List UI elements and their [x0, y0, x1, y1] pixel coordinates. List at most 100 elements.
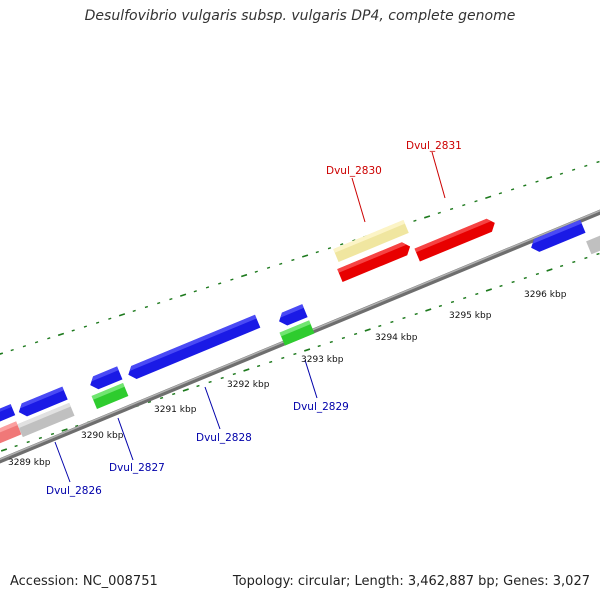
lower-tick — [208, 380, 212, 384]
lower-tick — [535, 272, 540, 276]
upper-tick — [34, 341, 39, 344]
upper-tick — [279, 262, 283, 266]
gene-label-dvul-2831[interactable]: Dvul_2831 — [406, 140, 462, 152]
scale-label-3293: 3293 kbp — [301, 355, 344, 365]
gene-block-right-reverse[interactable] — [528, 219, 586, 254]
lower-tick — [172, 392, 176, 396]
upper-tick — [546, 176, 553, 180]
lower-tick — [546, 268, 553, 272]
scale-label-3292: 3292 kbp — [227, 380, 270, 390]
lower-tick — [559, 264, 564, 268]
gene-block-left-edge[interactable] — [0, 404, 16, 426]
lower-tick — [281, 356, 285, 360]
lower-tick — [182, 388, 189, 392]
accession-text: Accession: NC_008751 — [10, 574, 158, 589]
lower-tick — [475, 292, 479, 296]
upper-tick — [169, 297, 173, 301]
leader-dvul-2827 — [117, 417, 134, 461]
gene-block-dvul-2830-pale[interactable] — [333, 219, 409, 263]
gene-label-dvul-2830[interactable]: Dvul_2830 — [326, 165, 382, 177]
lower-tick — [450, 300, 455, 304]
gene-label-leaders — [54, 151, 446, 483]
upper-tick — [535, 180, 539, 183]
gene-block-dvul-2827-rna[interactable] — [91, 383, 129, 409]
lower-tick — [220, 376, 224, 380]
gene-block-dvul-2826[interactable] — [16, 386, 68, 419]
lower-tick — [364, 328, 371, 332]
lower-tick — [523, 276, 527, 280]
upper-tick — [118, 313, 126, 317]
gene-block-dvul-2830[interactable] — [337, 240, 413, 283]
lower-tick — [14, 444, 18, 448]
upper-tick — [71, 329, 75, 332]
lower-tick — [353, 332, 358, 336]
gene-block-dvul-2829-reverse[interactable] — [276, 304, 308, 328]
lower-tick — [256, 364, 261, 368]
lower-tick — [196, 384, 200, 388]
upper-tick — [254, 270, 258, 273]
scale-label-3290: 3290 kbp — [81, 431, 124, 441]
upper-tick — [83, 325, 88, 328]
upper-tick — [301, 254, 309, 258]
gene-block-grey-2826[interactable] — [17, 402, 75, 438]
leader-dvul-2829 — [304, 359, 318, 399]
lower-tick — [293, 352, 297, 356]
gene-block-dvul-2828[interactable] — [126, 314, 261, 382]
upper-tick — [291, 258, 295, 262]
upper-tick — [340, 243, 344, 246]
lower-tick — [596, 252, 600, 256]
gene-label-dvul-2827[interactable]: Dvul_2827 — [109, 462, 165, 474]
upper-tick — [179, 293, 187, 297]
genome-summary-text: Topology: circular; Length: 3,462,887 bp… — [232, 574, 590, 589]
lower-tick — [61, 428, 68, 432]
lower-tick — [147, 400, 152, 404]
lower-tick — [159, 396, 164, 400]
gene-label-dvul-2829[interactable]: Dvul_2829 — [293, 401, 349, 413]
upper-tick — [584, 164, 588, 168]
upper-tick — [157, 301, 161, 305]
upper-tick — [437, 211, 441, 215]
scale-label-3291: 3291 kbp — [154, 405, 197, 415]
upper-tick — [95, 321, 100, 324]
upper-tick — [0, 352, 4, 356]
scale-labels: 3289 kbp 3290 kbp 3291 kbp 3292 kbp 3293… — [8, 290, 567, 468]
lower-tick — [329, 340, 333, 344]
gene-block-dvul-2829-rna[interactable] — [279, 320, 315, 346]
lower-tick — [463, 296, 467, 300]
upper-tick — [10, 348, 14, 352]
upper-tick — [193, 290, 197, 293]
gene-block-grey-right[interactable] — [586, 232, 600, 255]
lower-tick — [26, 440, 30, 444]
gene-block-dvul-2831[interactable] — [414, 216, 498, 262]
lower-tick — [438, 304, 443, 308]
gene-block-pink-left[interactable] — [0, 421, 22, 447]
upper-tick — [144, 305, 149, 309]
gene-features — [0, 216, 600, 447]
upper-tick — [132, 309, 136, 313]
upper-tick — [230, 278, 234, 281]
upper-tick — [571, 168, 576, 171]
gene-labels: Dvul_2826 Dvul_2827 Dvul_2828 Dvul_2829 … — [46, 140, 462, 497]
lower-tick — [317, 344, 321, 348]
lower-tick — [511, 280, 515, 284]
gene-label-dvul-2826[interactable]: Dvul_2826 — [46, 485, 102, 497]
gene-label-dvul-2828[interactable]: Dvul_2828 — [196, 432, 252, 444]
upper-tick — [205, 286, 210, 289]
gene-block-dvul-2827-reverse[interactable] — [88, 366, 123, 391]
upper-tick-track — [0, 160, 600, 356]
lower-tick — [0, 448, 8, 452]
upper-tick — [596, 160, 600, 164]
upper-tick — [218, 282, 222, 285]
upper-tick — [498, 192, 503, 195]
lower-tick — [304, 348, 311, 352]
upper-tick — [327, 247, 332, 250]
upper-tick — [423, 215, 431, 219]
upper-tick — [485, 195, 492, 199]
lower-tick — [341, 336, 346, 340]
upper-tick — [22, 345, 27, 348]
scale-label-3296: 3296 kbp — [524, 290, 567, 300]
upper-tick — [47, 337, 51, 340]
upper-tick — [240, 273, 248, 278]
